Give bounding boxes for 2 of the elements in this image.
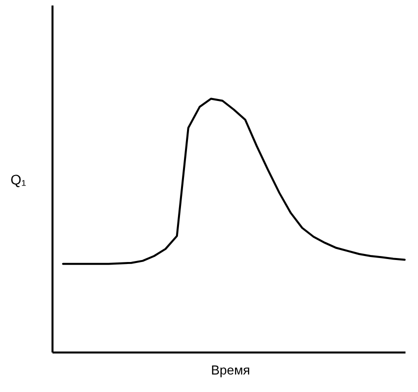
- x-axis-title: Время: [210, 362, 250, 378]
- y-axis-title: Q₁: [10, 172, 26, 188]
